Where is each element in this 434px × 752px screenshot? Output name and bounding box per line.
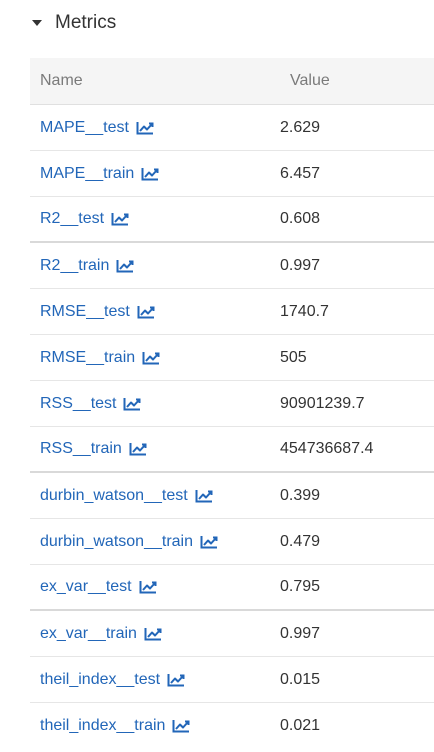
table-body: MAPE__test 2.629 MAPE__train 6.457 R2__test 0… bbox=[30, 105, 434, 749]
metric-name-cell: ex_var__test bbox=[30, 577, 280, 597]
metric-link[interactable]: RMSE__train bbox=[40, 348, 136, 366]
metric-value: 6.457 bbox=[280, 164, 321, 182]
metric-value: 454736687.4 bbox=[280, 440, 374, 457]
metric-link[interactable]: R2__test bbox=[40, 210, 105, 227]
metric-value: 0.608 bbox=[280, 210, 321, 227]
metric-value: 505 bbox=[280, 348, 307, 366]
line-chart-icon[interactable] bbox=[172, 719, 190, 733]
metric-value: 0.021 bbox=[280, 717, 321, 734]
table-row: MAPE__train 6.457 bbox=[30, 151, 434, 197]
table-row: durbin_watson__train 0.479 bbox=[30, 519, 434, 565]
metric-name-cell: R2__test bbox=[30, 209, 280, 229]
line-chart-icon[interactable] bbox=[136, 121, 154, 135]
table-header-row: Name Value bbox=[30, 58, 434, 105]
metric-value: 90901239.7 bbox=[280, 394, 365, 412]
line-chart-icon[interactable] bbox=[144, 627, 162, 641]
metric-name-cell: RMSE__train bbox=[30, 348, 280, 368]
metric-name-cell: MAPE__train bbox=[30, 164, 280, 184]
table-row: ex_var__test 0.795 bbox=[30, 565, 434, 611]
line-chart-icon[interactable] bbox=[116, 259, 134, 273]
metric-value: 2.629 bbox=[280, 118, 321, 136]
metric-link[interactable]: ex_var__test bbox=[40, 578, 132, 595]
line-chart-icon[interactable] bbox=[111, 212, 129, 226]
line-chart-icon[interactable] bbox=[200, 535, 218, 549]
metric-name-cell: durbin_watson__test bbox=[30, 486, 280, 506]
table-row: RMSE__test 1740.7 bbox=[30, 289, 434, 335]
line-chart-icon[interactable] bbox=[129, 442, 147, 456]
metric-link[interactable]: RSS__train bbox=[40, 440, 122, 457]
metrics-table: Name Value MAPE__test 2.629 MAPE__train 6.4… bbox=[30, 58, 434, 749]
metric-link[interactable]: RSS__test bbox=[40, 394, 117, 412]
metric-link[interactable]: R2__train bbox=[40, 256, 110, 274]
metric-value: 0.997 bbox=[280, 624, 321, 642]
metric-link[interactable]: RMSE__test bbox=[40, 302, 130, 320]
line-chart-icon[interactable] bbox=[141, 167, 159, 181]
table-row: RSS__train 454736687.4 bbox=[30, 427, 434, 473]
table-row: theil_index__train 0.021 bbox=[30, 703, 434, 749]
table-row: theil_index__test 0.015 bbox=[30, 657, 434, 703]
table-row: RMSE__train 505 bbox=[30, 335, 434, 381]
metric-name-cell: RSS__train bbox=[30, 439, 280, 459]
section-title: Metrics bbox=[55, 12, 117, 33]
line-chart-icon[interactable] bbox=[139, 580, 157, 594]
line-chart-icon[interactable] bbox=[195, 489, 213, 503]
name-column-header: Name bbox=[40, 72, 83, 89]
metric-value: 0.479 bbox=[280, 532, 321, 550]
line-chart-icon[interactable] bbox=[123, 397, 141, 411]
metrics-section-toggle[interactable]: Metrics bbox=[0, 0, 434, 46]
table-row: R2__test 0.608 bbox=[30, 197, 434, 243]
line-chart-icon[interactable] bbox=[142, 351, 160, 365]
line-chart-icon[interactable] bbox=[137, 305, 155, 319]
table-row: R2__train 0.997 bbox=[30, 243, 434, 289]
metric-name-cell: theil_index__train bbox=[30, 716, 280, 736]
metric-value: 0.015 bbox=[280, 670, 321, 688]
metric-link[interactable]: durbin_watson__test bbox=[40, 486, 188, 504]
metric-value: 0.997 bbox=[280, 256, 321, 274]
caret-down-icon[interactable] bbox=[32, 20, 42, 26]
metric-name-cell: RSS__test bbox=[30, 394, 280, 414]
table-row: MAPE__test 2.629 bbox=[30, 105, 434, 151]
metric-link[interactable]: MAPE__train bbox=[40, 164, 135, 182]
metric-link[interactable]: durbin_watson__train bbox=[40, 532, 193, 550]
metric-name-cell: durbin_watson__train bbox=[30, 532, 280, 552]
metric-name-cell: MAPE__test bbox=[30, 118, 280, 138]
table-row: RSS__test 90901239.7 bbox=[30, 381, 434, 427]
metric-value: 0.795 bbox=[280, 578, 321, 595]
line-chart-icon[interactable] bbox=[167, 673, 185, 687]
metric-name-cell: RMSE__test bbox=[30, 302, 280, 322]
metric-name-cell: R2__train bbox=[30, 256, 280, 276]
table-row: durbin_watson__test 0.399 bbox=[30, 473, 434, 519]
value-column-header: Value bbox=[290, 72, 330, 89]
table-row: ex_var__train 0.997 bbox=[30, 611, 434, 657]
metric-link[interactable]: theil_index__train bbox=[40, 717, 166, 734]
metric-name-cell: ex_var__train bbox=[30, 624, 280, 644]
metric-name-cell: theil_index__test bbox=[30, 670, 280, 690]
metric-value: 1740.7 bbox=[280, 302, 329, 320]
metric-link[interactable]: theil_index__test bbox=[40, 670, 161, 688]
metric-link[interactable]: ex_var__train bbox=[40, 624, 137, 642]
metric-link[interactable]: MAPE__test bbox=[40, 118, 129, 136]
metric-value: 0.399 bbox=[280, 486, 321, 504]
